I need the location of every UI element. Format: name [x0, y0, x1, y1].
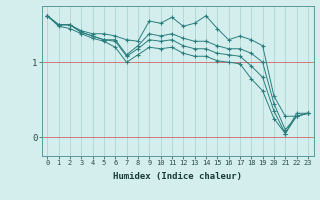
- X-axis label: Humidex (Indice chaleur): Humidex (Indice chaleur): [113, 172, 242, 181]
